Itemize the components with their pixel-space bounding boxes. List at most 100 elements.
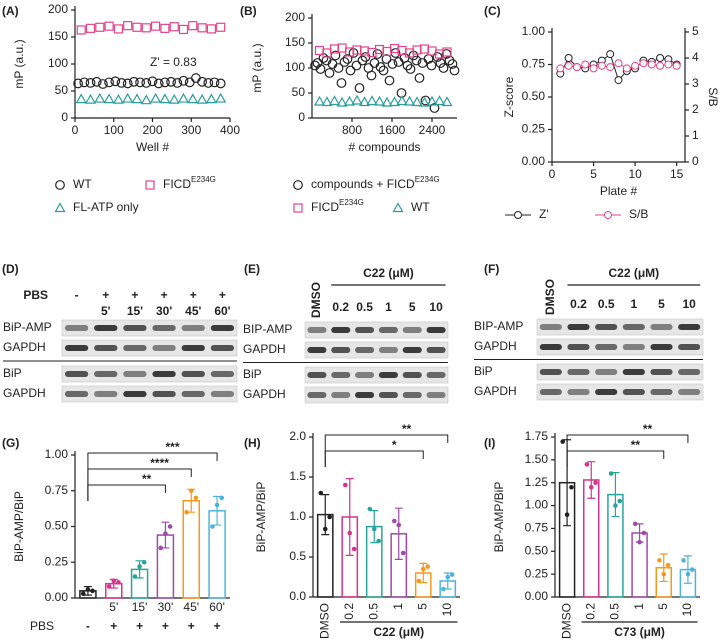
blot-strip [536, 363, 704, 381]
blot-band [539, 369, 562, 375]
blot-band [426, 392, 446, 398]
marker [419, 44, 430, 54]
marker [411, 96, 423, 107]
blot-band [152, 391, 176, 397]
legend-label: WT [73, 177, 92, 191]
row-label: GAPDH [243, 387, 286, 401]
marker [351, 94, 363, 105]
x-row2-label: + [136, 619, 143, 633]
legend-label: WT [411, 200, 430, 214]
y2-tick-label: 2 [692, 102, 699, 116]
replicate-point [111, 578, 117, 584]
legend-superscript: E234G [191, 175, 216, 184]
blot-band [595, 369, 618, 375]
error-bar [587, 461, 596, 499]
error-bar [370, 510, 379, 544]
replicate-point [318, 490, 324, 496]
blot-band [181, 391, 205, 397]
marker [396, 88, 407, 98]
y-tick-label: 1.5 [289, 469, 306, 483]
y-tick-label: 0.00 [522, 154, 546, 168]
marker [656, 61, 665, 70]
y2-tick-label: 0 [692, 154, 699, 168]
marker [116, 77, 127, 88]
y-tick-label: 1.25 [525, 475, 549, 489]
blot-band [331, 347, 351, 353]
x-tick-label: 10 [440, 603, 454, 617]
dose-label: 10 [682, 297, 696, 311]
marker [393, 57, 404, 67]
marker [177, 92, 190, 103]
replicate-point [184, 509, 189, 515]
x-tick-label: 30' [158, 600, 174, 614]
blot-band [152, 371, 176, 377]
x-tick-label: 0.5 [608, 603, 622, 620]
marker [354, 83, 365, 93]
replicate-point [158, 545, 164, 551]
row-label: BiP-AMP [3, 320, 52, 334]
marker [432, 52, 443, 62]
y-tick-label: 0.25 [522, 122, 546, 136]
replicate-point [657, 558, 662, 563]
marker [449, 65, 460, 76]
dose-label: 0.5 [598, 297, 615, 311]
blot-band [331, 372, 351, 378]
marker [97, 79, 108, 89]
panel-label: (D) [2, 262, 19, 276]
row-label: BiP [3, 366, 22, 380]
dose-label: 1 [385, 300, 392, 314]
replicate-point [343, 482, 348, 488]
marker [147, 76, 158, 87]
marker [215, 78, 226, 89]
x-tick-label: 5 [590, 167, 597, 181]
replicate-point [327, 514, 332, 520]
replicate-point [214, 502, 220, 508]
panel-label: (A) [2, 4, 19, 18]
blot-band [426, 347, 446, 353]
x-tick-label: 300 [181, 123, 201, 137]
marker [206, 24, 216, 34]
y-tick-label: 1.50 [525, 452, 549, 466]
marker [369, 58, 380, 68]
replicate-point [90, 588, 95, 594]
blot-band [678, 369, 701, 375]
blot-band [567, 344, 590, 350]
blot-band [64, 391, 89, 397]
blot-band [539, 344, 562, 350]
marker [606, 50, 615, 59]
x-row2-label: + [188, 619, 195, 633]
x-tick-label: 60' [209, 600, 225, 614]
marker [187, 93, 199, 104]
significance-label: ** [402, 422, 412, 436]
replicate-point [641, 530, 647, 536]
marker [333, 63, 344, 73]
marker [159, 93, 171, 104]
blot-band [355, 392, 375, 398]
panel-label: (C) [484, 4, 501, 18]
replicate-point [608, 471, 614, 476]
significance-bracket [87, 484, 166, 501]
y-tick-label: 0 [298, 110, 305, 124]
significance-label: * [392, 438, 397, 452]
x-axis-title: Plate # [600, 184, 638, 198]
blot-strip [304, 341, 449, 359]
marker [403, 95, 416, 106]
marker [572, 63, 581, 72]
y-tick-label: 0.25 [525, 566, 549, 580]
marker [209, 77, 220, 88]
x-tick-label: 200 [142, 123, 162, 137]
blot-band [378, 372, 398, 378]
marker [597, 61, 606, 70]
legend-marker [293, 203, 303, 213]
y2-tick-label: 5 [692, 24, 699, 38]
x-tick-label: 100 [104, 123, 124, 137]
row-label: BIP-AMP [474, 319, 523, 333]
replicate-point [193, 495, 199, 501]
marker [614, 76, 623, 85]
error-bar [345, 478, 354, 556]
replicate-point [347, 530, 353, 536]
marker [381, 96, 393, 107]
legend-name: Z' [539, 207, 549, 221]
dose-label: 0.2 [332, 300, 349, 314]
legend-label: FICDE234G [311, 198, 364, 214]
